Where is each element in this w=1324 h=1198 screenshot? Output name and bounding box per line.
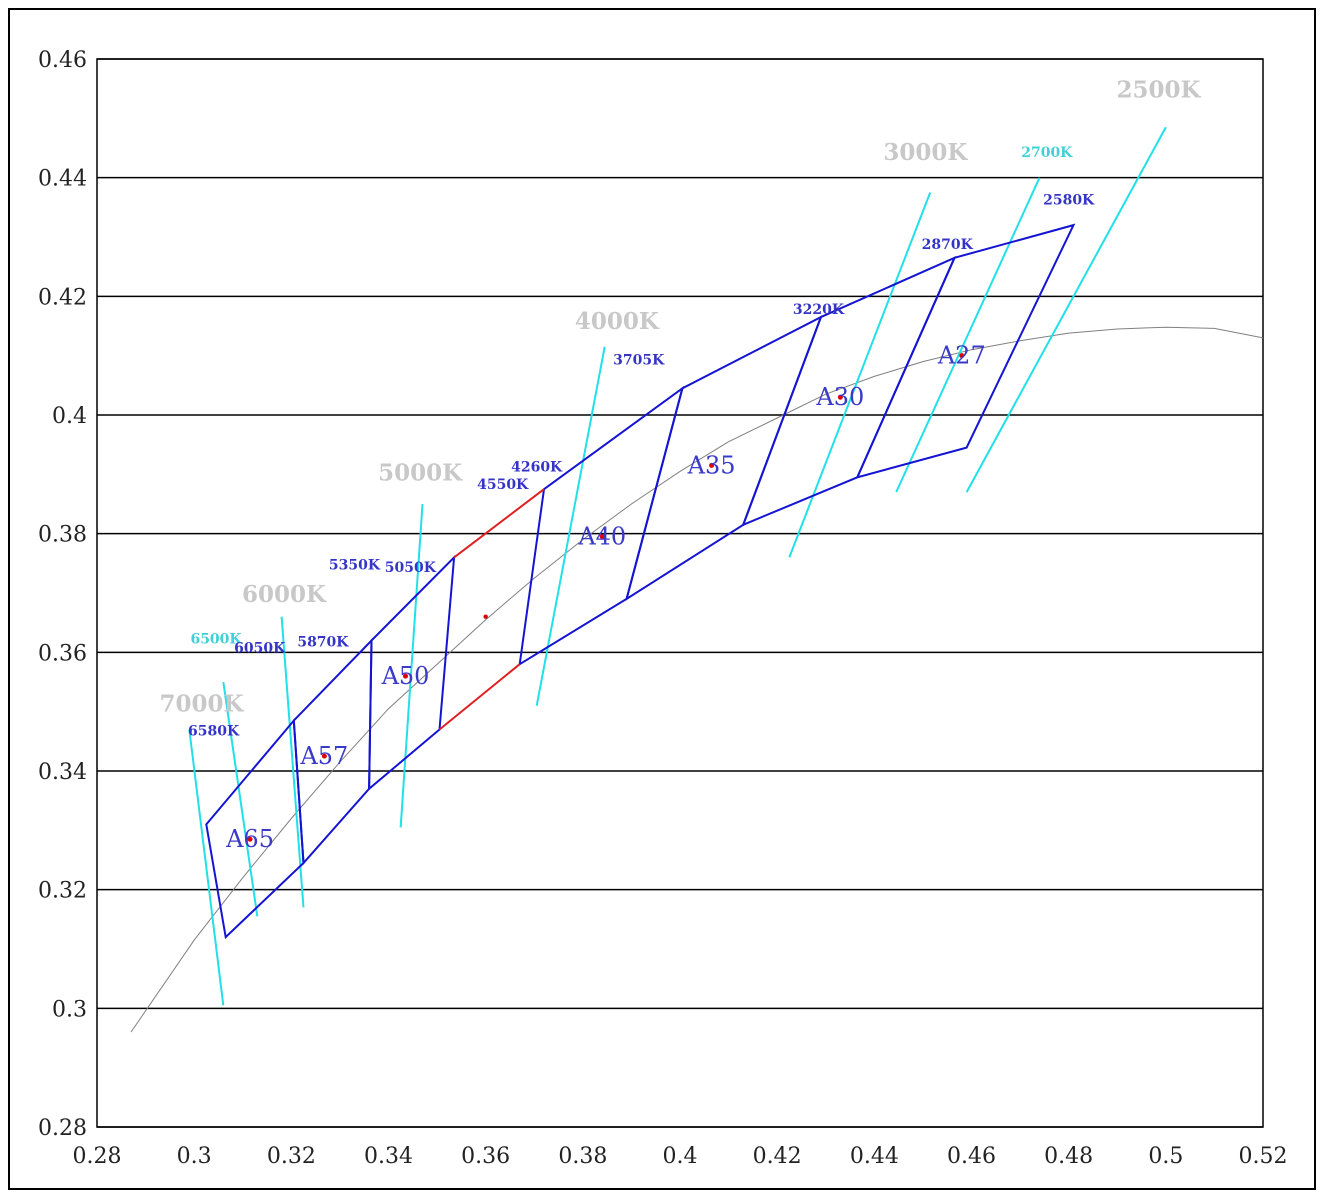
bin-a50 bbox=[368, 554, 456, 791]
planckian-locus bbox=[130, 326, 1264, 1033]
bin-label-a35: A35 bbox=[687, 451, 736, 479]
y-tick-label: 0.28 bbox=[38, 1116, 87, 1141]
bin-label-a50: A50 bbox=[381, 662, 430, 690]
cct-label: 3220K bbox=[793, 302, 845, 318]
isotherm-5000k bbox=[399, 503, 424, 828]
y-tick-label: 0.42 bbox=[38, 285, 87, 310]
chart-frame: 0.28 0.3 0.32 0.34 0.36 0.38 0.4 0.42 0.44 0.46 0.… bbox=[8, 8, 1316, 1190]
isotherm-7000k bbox=[188, 729, 225, 1006]
bin-label-a30: A30 bbox=[815, 383, 864, 411]
bin-center-dot bbox=[959, 353, 965, 359]
y-tick-label: 0.46 bbox=[38, 48, 87, 73]
cct-label: 5000K bbox=[378, 459, 463, 486]
y-tick-label: 0.32 bbox=[38, 879, 87, 904]
cct-label: 2870K bbox=[922, 237, 974, 253]
bin-center-dot bbox=[709, 462, 715, 468]
cct-label: 5870K bbox=[297, 634, 349, 650]
cct-label: 3000K bbox=[883, 139, 968, 166]
y-tick-label: 0.4 bbox=[52, 404, 87, 429]
bin-center-dot bbox=[837, 394, 843, 400]
cct-label: 3705K bbox=[613, 353, 665, 369]
bin-a27 bbox=[855, 223, 1076, 479]
bin-center-dot bbox=[321, 753, 327, 759]
cct-label: 4550K bbox=[477, 477, 529, 493]
x-tick-label: 0.42 bbox=[753, 1144, 802, 1169]
bin-center-dot bbox=[247, 836, 253, 842]
x-tick-label: 0.44 bbox=[850, 1144, 899, 1169]
bin-center-dot bbox=[403, 673, 409, 679]
y-tick-label: 0.44 bbox=[38, 167, 87, 192]
cct-label: 5050K bbox=[385, 560, 437, 576]
cct-label: 7000K bbox=[159, 691, 244, 718]
cct-label: 5350K bbox=[329, 557, 381, 573]
isotherm-2500k bbox=[965, 126, 1167, 493]
cct-label: 4000K bbox=[575, 308, 660, 335]
isotherm-3000k bbox=[788, 192, 932, 558]
cct-label: 6050K bbox=[234, 640, 286, 656]
y-tick-label: 0.38 bbox=[38, 523, 87, 548]
x-tick-label: 0.28 bbox=[73, 1144, 122, 1169]
cct-label: 2580K bbox=[1043, 192, 1095, 208]
x-tick-label: 0.4 bbox=[663, 1144, 698, 1169]
x-tick-label: 0.34 bbox=[364, 1144, 413, 1169]
cct-label: 6500K bbox=[190, 631, 242, 647]
x-tick-label: 0.3 bbox=[177, 1144, 212, 1169]
cct-label: 6000K bbox=[242, 581, 327, 608]
red-segment bbox=[438, 663, 521, 731]
x-tick-label: 0.38 bbox=[558, 1144, 607, 1169]
isotherm-6500k bbox=[222, 681, 259, 917]
red-segment bbox=[453, 488, 545, 559]
cct-label: 2700K bbox=[1021, 145, 1073, 161]
y-tick-label: 0.3 bbox=[52, 997, 87, 1022]
x-tick-label: 0.5 bbox=[1148, 1144, 1183, 1169]
cct-label: 2500K bbox=[1117, 77, 1202, 104]
bin-label-a27: A27 bbox=[937, 342, 986, 370]
y-tick-label: 0.36 bbox=[38, 641, 87, 666]
cct-label: 4260K bbox=[511, 459, 563, 475]
bin-center-dot bbox=[599, 534, 605, 540]
cct-label: 6580K bbox=[188, 723, 240, 739]
x-tick-label: 0.48 bbox=[1044, 1144, 1093, 1169]
bin-label-a57: A57 bbox=[299, 742, 348, 770]
center-dot bbox=[483, 614, 488, 619]
isotherm-2700k bbox=[895, 177, 1041, 493]
x-tick-label: 0.46 bbox=[947, 1144, 996, 1169]
chromaticity-chart: 0.28 0.3 0.32 0.34 0.36 0.38 0.4 0.42 0.44 0.46 0.… bbox=[38, 48, 1288, 1169]
y-tick-label: 0.34 bbox=[38, 760, 87, 785]
x-tick-label: 0.32 bbox=[267, 1144, 316, 1169]
bin-label-a65: A65 bbox=[225, 825, 274, 853]
isotherm-6000k bbox=[280, 616, 305, 908]
x-tick-label: 0.36 bbox=[461, 1144, 510, 1169]
bin-label-a40: A40 bbox=[577, 523, 626, 551]
x-tick-label: 0.52 bbox=[1239, 1144, 1288, 1169]
